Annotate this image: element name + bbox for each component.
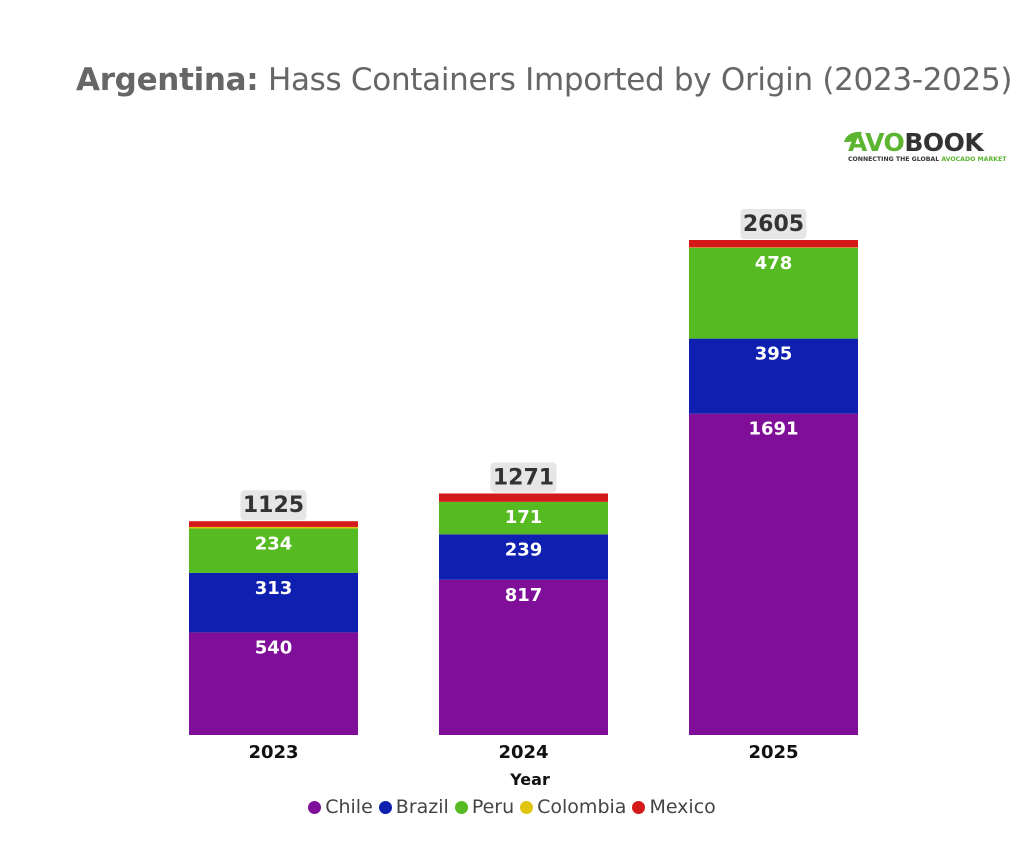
- data-label-chile-2025: 1691: [748, 419, 798, 440]
- bar-segment-peru-2024: [439, 501, 608, 535]
- legend-label: Peru: [471, 796, 515, 818]
- x-tick-label-2024: 2024: [498, 742, 548, 763]
- x-tick-label-2023: 2023: [248, 742, 298, 763]
- data-label-peru-2025: 478: [755, 253, 793, 274]
- legend-label: Mexico: [649, 796, 716, 818]
- legend-label: Chile: [325, 796, 373, 818]
- chart-legend: Chile Brazil Peru Colombia Mexico: [0, 796, 1024, 818]
- data-label-brazil-2025: 395: [755, 344, 793, 365]
- total-badge-2024: [490, 462, 557, 493]
- x-tick-label-2025: 2025: [748, 742, 798, 763]
- total-label-2024: 1271: [493, 465, 554, 490]
- legend-item-colombia: Colombia: [520, 796, 626, 818]
- bar-segment-chile-2023: [189, 632, 358, 735]
- data-label-chile-2023: 540: [255, 637, 293, 658]
- bar-segment-mexico-2024: [439, 493, 608, 502]
- data-label-brazil-2023: 313: [255, 578, 293, 599]
- bar-segment-chile-2024: [439, 579, 608, 735]
- avocado-leaf-icon: [844, 131, 862, 143]
- legend-item-chile: Chile: [308, 796, 373, 818]
- legend-dot-icon: [454, 801, 468, 814]
- total-label-2023: 1125: [243, 493, 304, 518]
- logo-wordmark: AVOBOOK: [848, 128, 984, 157]
- legend-item-mexico: Mexico: [632, 796, 716, 818]
- total-label-2025: 2605: [743, 212, 804, 237]
- data-label-brazil-2024: 239: [505, 539, 543, 560]
- bar-segment-colombia-2023: [189, 526, 358, 529]
- logo-tagline: CONNECTING THE GLOBAL AVOCADO MARKET: [848, 156, 1007, 163]
- avobook-logo: AVOBOOK CONNECTING THE GLOBAL AVOCADO MA…: [842, 128, 1006, 168]
- legend-label: Brazil: [395, 796, 449, 818]
- bar-segment-brazil-2023: [189, 572, 358, 633]
- legend-label: Colombia: [537, 796, 627, 818]
- legend-item-brazil: Brazil: [378, 796, 449, 818]
- bar-segment-brazil-2025: [689, 338, 858, 414]
- bar-segment-peru-2023: [189, 528, 358, 573]
- bar-segment-peru-2025: [689, 247, 858, 339]
- total-badge-2025: [740, 209, 807, 239]
- bar-segment-mexico-2023: [189, 521, 358, 527]
- data-label-chile-2024: 817: [505, 585, 543, 606]
- legend-dot-icon: [632, 801, 646, 814]
- bar-segment-chile-2025: [689, 413, 858, 735]
- chart-title-rest: Hass Containers Imported by Origin (2023…: [267, 62, 1013, 98]
- legend-dot-icon: [308, 801, 322, 814]
- data-label-peru-2023: 234: [255, 533, 293, 554]
- legend-dot-icon: [378, 801, 392, 814]
- x-axis-title: Year: [509, 770, 550, 789]
- chart-title: Argentina: Hass Containers Imported by O…: [76, 62, 1013, 98]
- bar-segment-brazil-2024: [439, 534, 608, 580]
- bar-segment-mexico-2025: [689, 240, 858, 248]
- total-badge-2023: [240, 490, 307, 521]
- data-label-peru-2024: 171: [505, 507, 543, 528]
- legend-item-peru: Peru: [454, 796, 515, 818]
- chart-title-bold: Argentina:: [76, 62, 259, 98]
- legend-dot-icon: [520, 801, 534, 814]
